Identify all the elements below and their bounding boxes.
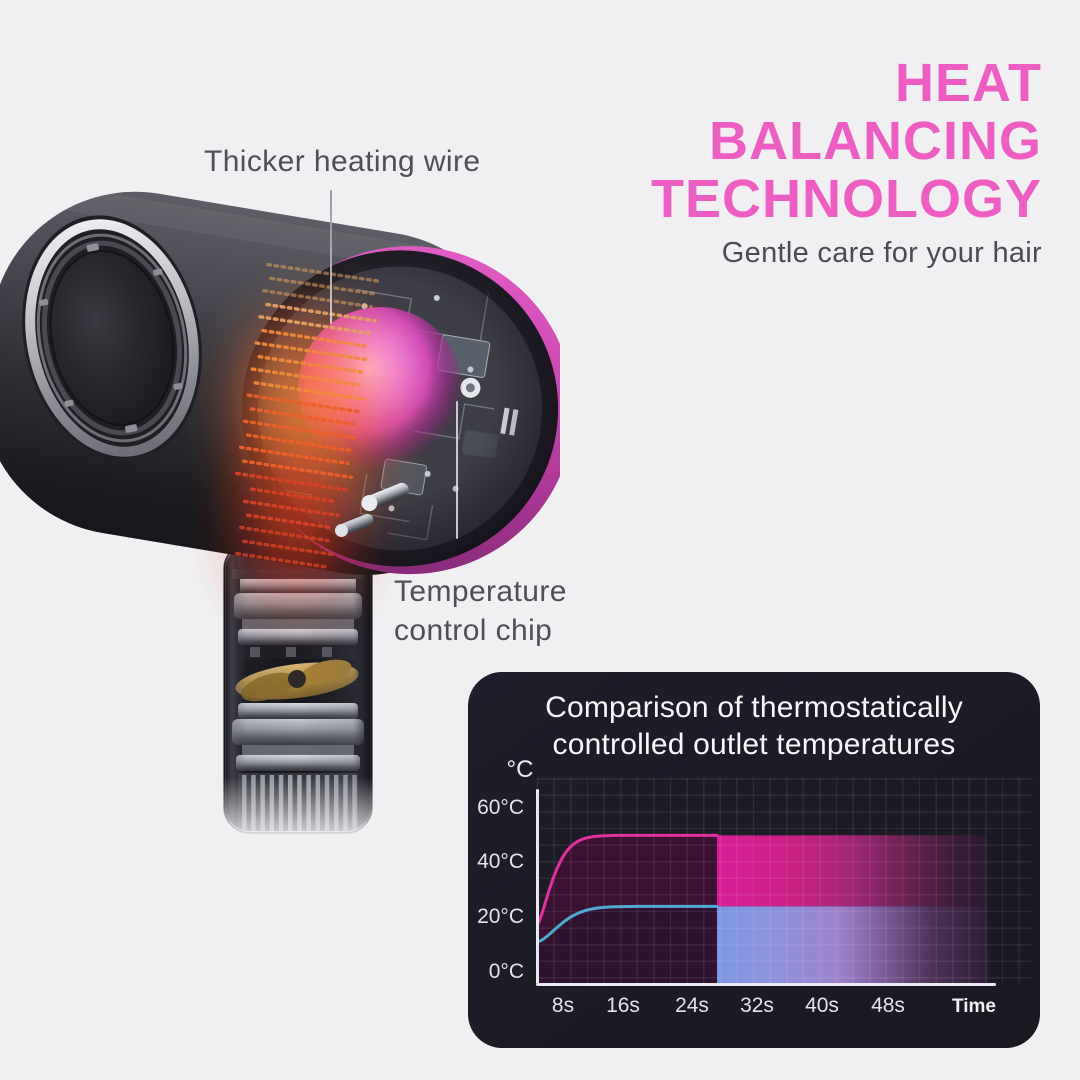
x-tick-24s: 24s	[675, 994, 709, 1017]
curve-series-pink	[537, 833, 719, 927]
plot-grid	[537, 778, 1033, 984]
headline-line2: BALANCING	[709, 111, 1042, 171]
y-tick-40: 40°C	[477, 850, 524, 873]
area-between-curves-highlight	[717, 835, 987, 907]
headline-line1: HEAT	[895, 53, 1042, 113]
front-intake-ring	[22, 215, 202, 461]
callout-temperature-chip: Temperature control chip	[394, 572, 567, 650]
callout-heating-wire: Thicker heating wire	[204, 145, 481, 178]
x-tick-16s: 16s	[606, 994, 640, 1017]
area-between-curves-left	[537, 835, 717, 942]
chart-title-line2: controlled outlet temperatures	[552, 728, 956, 761]
leader-line-heating-wire	[330, 190, 332, 324]
chrome-pins	[334, 482, 409, 537]
x-tick-40s: 40s	[805, 994, 839, 1017]
curve-series-blue	[537, 904, 719, 944]
area-under-blue-left	[537, 906, 717, 984]
callout-temperature-chip-line1: Temperature	[394, 575, 567, 608]
temperature-plot	[537, 835, 989, 984]
x-tick-48s: 48s	[871, 994, 905, 1017]
chart-panel: Comparison of thermostatically controlle…	[468, 672, 1040, 1048]
x-tick-8s: 8s	[551, 994, 575, 1017]
x-tick-32s: 32s	[740, 994, 774, 1017]
y-axis-unit: °C	[506, 756, 534, 783]
callout-temperature-chip-line2: control chip	[394, 614, 553, 647]
area-under-blue-highlight	[717, 906, 989, 984]
x-axis-line	[536, 983, 996, 986]
headline-subtitle: Gentle care for your hair	[721, 237, 1042, 269]
chart-title-line1: Comparison of thermostatically	[545, 691, 963, 724]
y-tick-60: 60°C	[477, 796, 524, 819]
headline-line3: TECHNOLOGY	[650, 169, 1042, 229]
temperature-curves	[537, 833, 719, 944]
leader-line-temperature-chip	[456, 401, 458, 539]
heating-wire-coils	[234, 262, 383, 569]
y-tick-0: 0°C	[488, 960, 524, 983]
y-tick-20: 20°C	[477, 905, 524, 928]
hair-dryer-cutaway-illustration	[0, 187, 560, 834]
x-axis-label-time: Time	[951, 996, 996, 1017]
y-axis-line	[536, 789, 539, 984]
headline: HEAT BALANCING TECHNOLOGY	[651, 54, 1042, 228]
